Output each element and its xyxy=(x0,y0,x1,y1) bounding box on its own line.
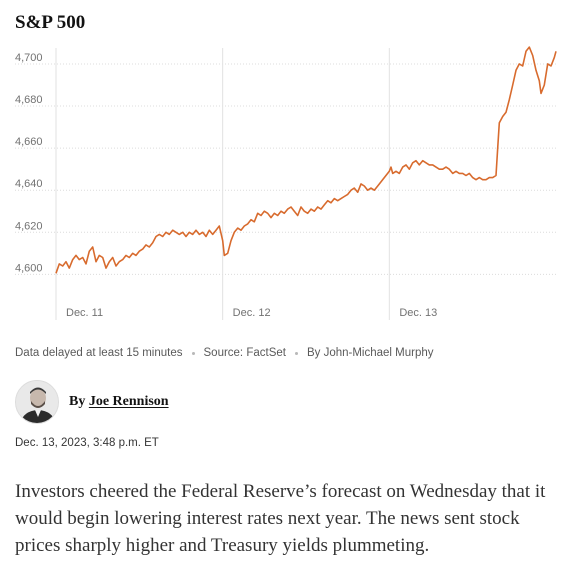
y-tick-label: 4,660 xyxy=(15,136,43,148)
y-tick-label: 4,640 xyxy=(15,178,43,190)
grid-lines xyxy=(15,48,556,320)
author-photo-icon xyxy=(16,381,58,423)
x-tick-label: Dec. 12 xyxy=(233,307,271,319)
y-tick-label: 4,600 xyxy=(15,262,43,274)
chart-title: S&P 500 xyxy=(15,12,86,33)
y-tick-label: 4,620 xyxy=(15,220,43,232)
chart-credit: By John-Michael Murphy xyxy=(306,347,434,359)
separator-dot xyxy=(294,351,298,355)
article-body-paragraph: Investors cheered the Federal Reserve’s … xyxy=(15,481,546,556)
y-axis-ticks: 4,600 4,620 4,640 4,660 4,680 4,700 xyxy=(15,52,43,274)
y-tick-label: 4,680 xyxy=(15,94,43,106)
x-axis-ticks: Dec. 11 Dec. 12 Dec. 13 xyxy=(66,307,437,319)
author-link[interactable]: Joe Rennison xyxy=(88,394,169,409)
x-tick-label: Dec. 11 xyxy=(66,307,103,319)
byline-text: By Joe Rennison xyxy=(69,394,169,410)
source-note: Source: FactSet xyxy=(203,347,286,359)
chart-meta-row: Data delayed at least 15 minutes Source:… xyxy=(15,347,434,359)
x-tick-label: Dec. 13 xyxy=(399,307,437,319)
price-series-line xyxy=(55,46,557,274)
byline-prefix: By xyxy=(69,394,89,409)
separator-dot xyxy=(191,351,195,355)
byline: By Joe Rennison xyxy=(15,380,169,424)
y-tick-label: 4,700 xyxy=(15,52,43,64)
article-timestamp: Dec. 13, 2023, 3:48 p.m. ET xyxy=(15,437,159,449)
delay-note: Data delayed at least 15 minutes xyxy=(15,347,183,359)
author-avatar[interactable] xyxy=(15,380,59,424)
